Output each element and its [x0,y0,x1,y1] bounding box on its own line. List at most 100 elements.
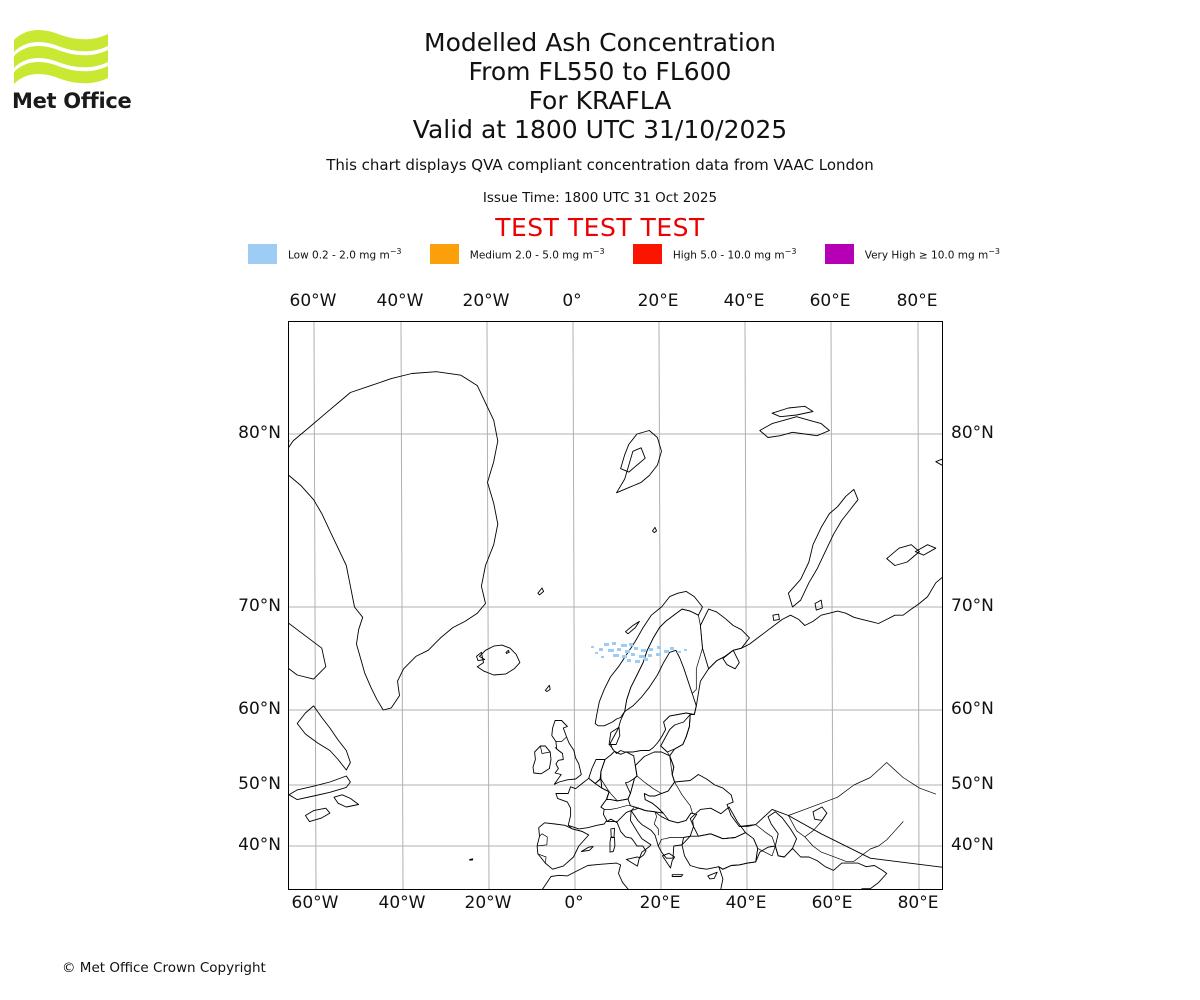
coastline-bearisland [652,526,658,534]
border-line-20 [660,745,671,757]
coastline-novascotia [304,807,331,823]
coastline-severnaya [935,458,942,466]
coastline-corsica [610,827,615,838]
ash-cell-low [601,656,604,658]
coastline-fj2 [771,405,814,418]
legend-very-high-swatch [824,244,854,264]
legend-high: High 5.0 - 10.0 mg m−3 [632,243,796,265]
lat-label-right-70°N: 70°N [951,596,994,616]
title-line-3: For KRAFLA [528,86,672,115]
coastline-svalbard [616,430,662,494]
meridian-80°E [917,322,920,889]
border-line-1 [616,793,631,802]
legend-medium-swatch [429,244,459,264]
meridian-40°E [744,322,748,889]
coastline-sicily [625,856,640,867]
ash-cell-low [599,648,603,651]
map-plot-frame [288,321,943,890]
coastline-sardinia_s [505,649,510,654]
issue-time: Issue Time: 1800 UTC 31 Oct 2025 [482,190,718,206]
coastline-cyprus [707,871,718,880]
border-line-4 [644,799,664,814]
border-line-26 [554,747,563,754]
ash-cell-low [627,659,631,662]
meridian-20°E [658,322,662,889]
border-line-7 [667,781,693,815]
border-line-2 [630,775,638,794]
border-line-17 [624,614,675,712]
border-line-24 [757,845,776,857]
coastline-vaygach [814,599,823,611]
legend-high-swatch [632,244,662,264]
legend-medium-label: Medium 2.0 - 5.0 mg m−3 [469,246,605,262]
coastline-newfoundland [333,794,360,808]
legend-medium: Medium 2.0 - 5.0 mg m−3 [429,243,605,265]
coastline-blacksea [689,806,746,840]
ash-cell-low [612,642,616,645]
border-line-31 [738,824,757,827]
coastline-kolguev [772,613,780,621]
border-line-28 [544,745,551,753]
border-line-16 [537,853,547,864]
coastline-wrangel [914,544,937,556]
border-line-18 [673,608,703,694]
lat-label-right-40°N: 40°N [951,835,994,855]
lon-label-top-60°E: 60°E [809,291,851,311]
ash-cell-low [677,651,681,653]
ash-cell-low [649,648,653,651]
legend-low-label: Low 0.2 - 2.0 mg m−3 [288,246,402,262]
title-line-4: Valid at 1800 UTC 31/10/2025 [412,115,788,144]
lat-label-right-60°N: 60°N [951,699,994,719]
coastline-russia_w [669,576,942,868]
border-line-19 [669,755,675,783]
copyright-notice: © Met Office Crown Copyright [62,960,266,976]
border-line-11 [603,805,631,810]
coastline-lowcountries [588,759,606,784]
border-line-8 [653,811,659,836]
coastline-denmark [608,726,621,745]
meridian-60°W [313,322,317,889]
test-banner: TEST TEST TEST [495,213,705,242]
ash-concentration-map [288,321,943,890]
meridian-0° [572,322,576,889]
coastline-corsardinia [609,837,616,853]
coastline-greece [661,852,676,869]
ash-cell-low [622,655,627,658]
lat-label-left-40°N: 40°N [238,835,281,855]
ash-cell-low [631,653,635,656]
border-line-13 [594,778,603,789]
border-line-3 [636,775,669,794]
coastline-aral [812,806,828,821]
ash-cell-low [657,646,661,649]
page-title: Modelled Ash Concentration From FL550 to… [0,28,1200,144]
border-line-6 [662,812,692,824]
coastline-italy [606,810,652,859]
coastline-whitesea [722,649,740,670]
chart-subtitle: This chart displays QVA compliant concen… [326,156,874,174]
coastline-franzjosef [759,416,830,438]
ash-cell-low [591,646,594,648]
ash-cell-low [634,647,638,650]
ash-cell-low [641,649,646,652]
lon-label-bottom-0°: 0° [564,893,584,913]
coastline-layer [289,371,942,889]
lon-label-top-20°E: 20°E [637,291,679,311]
coastline-northafrica [541,862,629,889]
coastline-taymyr [886,544,920,566]
border-line-32 [788,762,937,816]
coastline-balearic [580,846,594,852]
border-line-34 [804,836,855,862]
lon-label-top-40°E: 40°E [723,291,765,311]
lon-label-bottom-40°W: 40°W [378,893,426,913]
ash-cell-low [613,654,619,657]
border-line-35 [853,821,904,862]
coastline-quebec [289,775,351,801]
lon-label-bottom-60°W: 60°W [291,893,339,913]
lat-label-left-60°N: 60°N [238,699,281,719]
ash-cell-low [639,655,645,658]
coastline-germany [600,750,638,802]
border-line-33 [788,812,828,838]
met-office-logo-text: Met Office [12,89,132,113]
concentration-legend: Low 0.2 - 2.0 mg m−3 Medium 2.0 - 5.0 mg … [248,243,1000,265]
border-line-0 [600,778,618,802]
